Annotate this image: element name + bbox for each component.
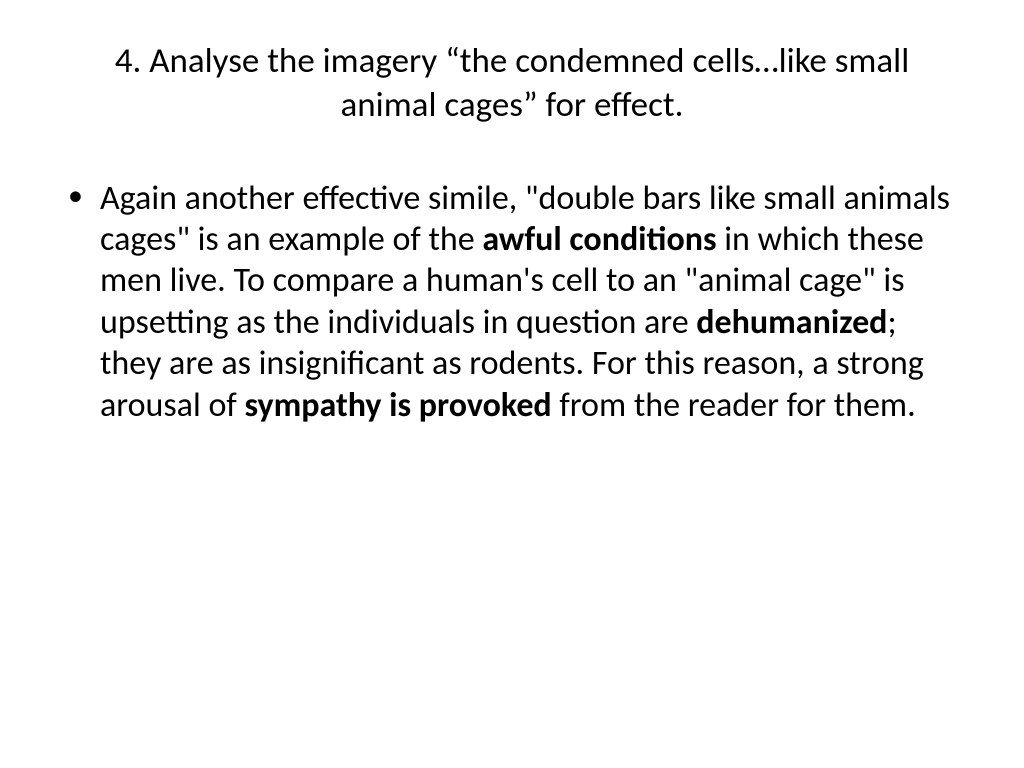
slide-title: 4. Analyse the imagery “the condemned ce… [60, 40, 964, 128]
text-run: from the reader for them. [552, 385, 916, 426]
list-item: Again another effective simile, "double … [100, 178, 964, 427]
bullet-list: Again another effective simile, "double … [100, 178, 964, 427]
bold-run: dehumanized [696, 302, 887, 343]
bold-run: awful conditions [482, 219, 716, 260]
slide-body: Again another effective simile, "double … [60, 178, 964, 427]
bold-run: sympathy is provoked [244, 385, 551, 426]
slide: 4. Analyse the imagery “the condemned ce… [0, 0, 1024, 768]
